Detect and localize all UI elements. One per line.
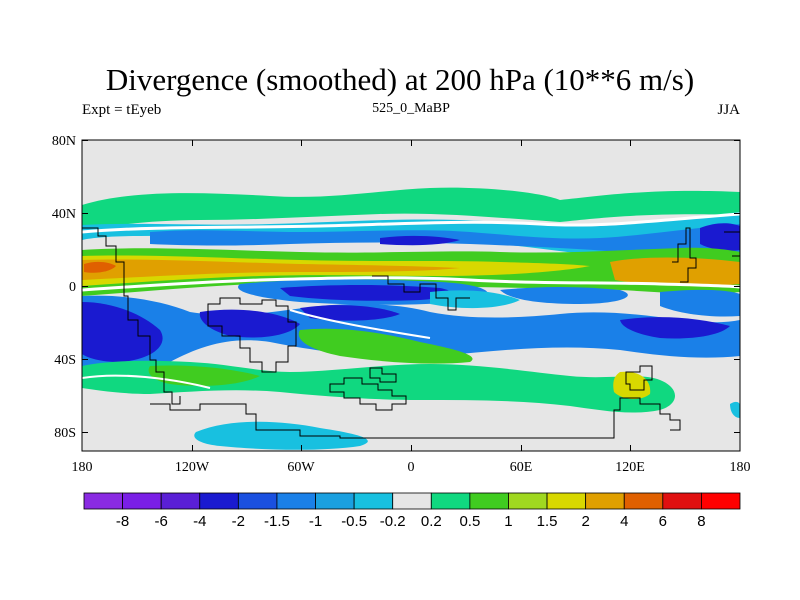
colorbar-label: -6 <box>155 513 168 530</box>
colorbar-label: 1 <box>504 513 512 530</box>
contour-region <box>280 285 451 301</box>
colorbar-label: 8 <box>697 513 705 530</box>
colorbar-swatch <box>122 492 162 510</box>
colorbar-swatch <box>237 492 278 510</box>
contour-region <box>700 223 740 251</box>
colorbar-swatch <box>83 492 123 510</box>
contour-region <box>380 235 460 246</box>
contour-region <box>199 309 300 338</box>
colorbar: -8 -6 -4 -2 -1.5 -1 -0.5 -0.2 0.2 0.5 1 1.5 2 4 6 8 <box>83 492 741 530</box>
contour-region <box>84 261 116 273</box>
colorbar-swatch <box>276 492 316 510</box>
contour-region <box>82 187 740 230</box>
coastline-islands-2 <box>369 367 397 383</box>
contour-gap <box>82 212 740 234</box>
x-tick-label: 180 <box>72 460 93 475</box>
colorbar-swatch <box>315 492 355 510</box>
colorbar-swatch <box>353 492 394 510</box>
contour-gap <box>82 374 211 389</box>
coastlines <box>82 227 740 439</box>
colorbar-label: -0.5 <box>341 513 367 530</box>
run-label: 525_0_MaBP <box>372 101 450 116</box>
x-tick-label: 0 <box>408 460 415 475</box>
x-tick-label: 60W <box>287 460 315 475</box>
experiment-label: Expt = tEyeb <box>82 102 162 118</box>
contour-region <box>82 302 163 362</box>
coastline-americas <box>82 227 181 405</box>
contour-gap <box>82 276 740 292</box>
colorbar-swatch <box>623 492 664 510</box>
x-tick-label: 180 <box>730 460 751 475</box>
colorbar-swatch <box>199 492 239 510</box>
colorbar-swatch <box>160 492 201 510</box>
colorbar-label: -1.5 <box>264 513 290 530</box>
colorbar-swatch <box>701 492 741 510</box>
y-tick-label: 0 <box>69 280 76 295</box>
colorbar-label: -1 <box>309 513 322 530</box>
colorbar-swatch <box>508 492 548 510</box>
axis-ticks <box>82 140 740 451</box>
contour-region <box>660 289 740 317</box>
x-tick-label: 60E <box>510 460 533 475</box>
y-tick-label: 80S <box>54 426 76 441</box>
contour-region <box>82 259 460 280</box>
plot-title: Divergence (smoothed) at 200 hPa (10**6 … <box>105 62 695 97</box>
colorbar-swatch <box>585 492 625 510</box>
y-tick-label: 40S <box>54 353 76 368</box>
x-tick-label: 120E <box>615 460 645 475</box>
contour-region <box>610 257 740 287</box>
contour-region <box>620 317 730 339</box>
contour-region <box>730 401 740 418</box>
colorbar-label: 0.2 <box>421 513 442 530</box>
contour-region <box>500 287 628 304</box>
colorbar-swatch <box>546 492 587 510</box>
colorbar-label: -2 <box>232 513 245 530</box>
y-tick-label: 40N <box>52 207 76 222</box>
contour-region <box>298 328 473 364</box>
colorbar-label: 1.5 <box>537 513 558 530</box>
x-tick-label: 120W <box>175 460 210 475</box>
coastline-asia <box>672 227 697 283</box>
colorbar-swatch <box>430 492 471 510</box>
colorbar-swatch <box>469 492 509 510</box>
coastline-antarctica <box>150 397 681 439</box>
colorbar-label: -8 <box>116 513 129 530</box>
colorbar-label: -4 <box>193 513 206 530</box>
coastline-antarctic-islands <box>329 377 407 411</box>
season-label: JJA <box>717 102 740 118</box>
coastline-australia <box>625 365 653 391</box>
contour-region <box>194 421 368 450</box>
y-tick-label: 80N <box>52 134 76 149</box>
colorbar-swatch <box>662 492 702 510</box>
colorbar-swatch <box>392 492 432 510</box>
colorbar-label: 0.5 <box>459 513 480 530</box>
contour-region <box>613 371 651 400</box>
colorbar-label: -0.2 <box>380 513 406 530</box>
colorbar-label: 6 <box>659 513 667 530</box>
coastline-south-america <box>207 297 297 373</box>
coastline-africa <box>372 275 470 311</box>
colorbar-label: 2 <box>581 513 589 530</box>
colorbar-label: 4 <box>620 513 628 530</box>
contour-gap <box>289 309 431 339</box>
contour-region <box>300 305 400 321</box>
contour-region <box>82 295 740 371</box>
contour-region <box>430 290 520 309</box>
